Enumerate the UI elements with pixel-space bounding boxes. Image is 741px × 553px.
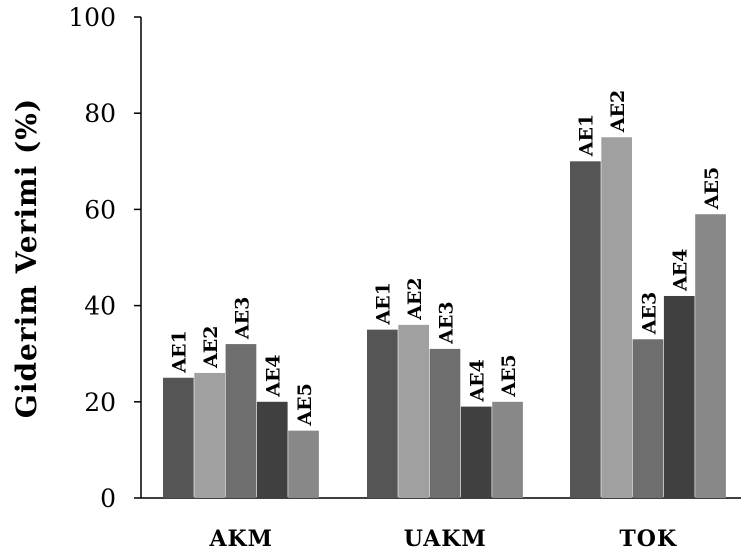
bar-data-label: AE5 xyxy=(701,167,723,210)
bar-ae5-tok xyxy=(695,214,726,498)
bar-ae2-tok xyxy=(601,137,632,498)
bar-ae4-uakm xyxy=(460,406,492,498)
bar-ae1-akm xyxy=(163,377,194,498)
bar-ae1-tok xyxy=(570,161,601,499)
bar-data-label: AE5 xyxy=(498,354,520,397)
bar-data-label: AE3 xyxy=(435,301,457,344)
x-tick-label: TOK xyxy=(619,526,677,552)
y-tick-label: 80 xyxy=(84,99,116,128)
x-axis-ticks: AKM UAKM TOK xyxy=(208,526,677,552)
bar-labels: AE1 AE2 AE3 AE4 AE5 AE1 AE2 AE3 AE4 AE5 AE1 AE2 AE3 A… xyxy=(169,90,723,427)
x-tick-label: UAKM xyxy=(404,526,487,552)
x-tick-label: AKM xyxy=(208,526,273,552)
y-axis-ticks: 0 20 40 60 80 100 xyxy=(68,3,141,513)
bar-ae5-uakm xyxy=(492,401,523,498)
bar-data-label: AE1 xyxy=(576,114,598,157)
bar-data-label: AE2 xyxy=(404,277,426,320)
bar-data-label: AE2 xyxy=(200,325,222,368)
bar-data-label: AE5 xyxy=(294,383,316,426)
bar-ae5-akm xyxy=(288,430,319,498)
bar-ae2-akm xyxy=(194,372,225,498)
bar-data-label: AE4 xyxy=(263,354,285,397)
bar-data-label: AE3 xyxy=(638,292,660,335)
bar-data-label: AE1 xyxy=(169,330,191,373)
y-tick-label: 20 xyxy=(84,388,116,417)
bar-data-label: AE1 xyxy=(373,282,395,325)
bar-ae3-akm xyxy=(225,344,257,498)
bar-ae1-uakm xyxy=(367,329,398,498)
y-tick-label: 100 xyxy=(68,3,116,32)
y-tick-label: 40 xyxy=(84,292,116,321)
bar-data-label: AE2 xyxy=(607,90,629,133)
bar-ae2-uakm xyxy=(398,324,429,498)
bar-ae3-uakm xyxy=(429,348,461,498)
bar-data-label: AE4 xyxy=(467,359,489,402)
y-tick-label: 60 xyxy=(84,195,116,224)
y-axis-label: Giderim Verimi (%) xyxy=(10,98,43,418)
bar-data-label: AE3 xyxy=(231,297,253,340)
y-tick-label: 0 xyxy=(100,484,116,513)
bar-ae4-akm xyxy=(256,401,288,498)
bar-ae3-tok xyxy=(632,339,664,498)
bar-data-label: AE4 xyxy=(670,249,692,292)
bar-ae4-tok xyxy=(663,295,695,498)
bars xyxy=(163,137,726,499)
